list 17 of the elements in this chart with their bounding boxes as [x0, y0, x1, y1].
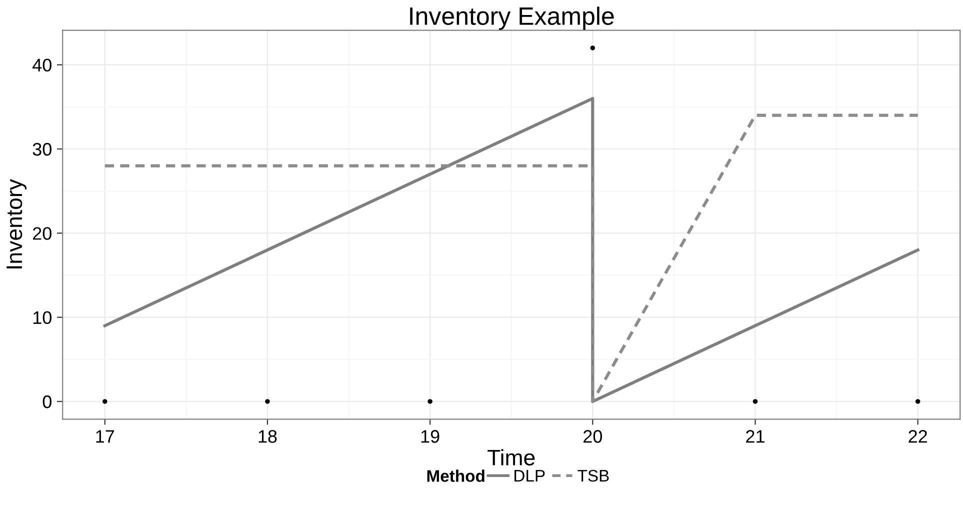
- legend-label: TSB: [578, 470, 609, 482]
- y-tick-label: 20: [33, 227, 52, 240]
- y-tick-label: 40: [32, 58, 52, 72]
- legend-title: Method: [427, 470, 484, 482]
- x-tick-label: 22: [908, 430, 927, 443]
- y-tick-label: 10: [33, 311, 52, 324]
- x-tick-label: 17: [96, 430, 114, 443]
- y-axis-title: Inventory: [6, 179, 27, 268]
- y-tick-label: 30: [32, 142, 52, 156]
- x-tick-label: 18: [258, 430, 277, 443]
- x-tick-label: 21: [746, 430, 764, 443]
- x-tick-label: 20: [584, 430, 602, 443]
- x-tick-label: 19: [421, 430, 440, 443]
- chart-title: Inventory Example: [410, 6, 614, 30]
- y-tick-label: 0: [42, 395, 52, 408]
- legend-label: DLP: [514, 470, 545, 482]
- x-axis-title: Time: [488, 449, 535, 466]
